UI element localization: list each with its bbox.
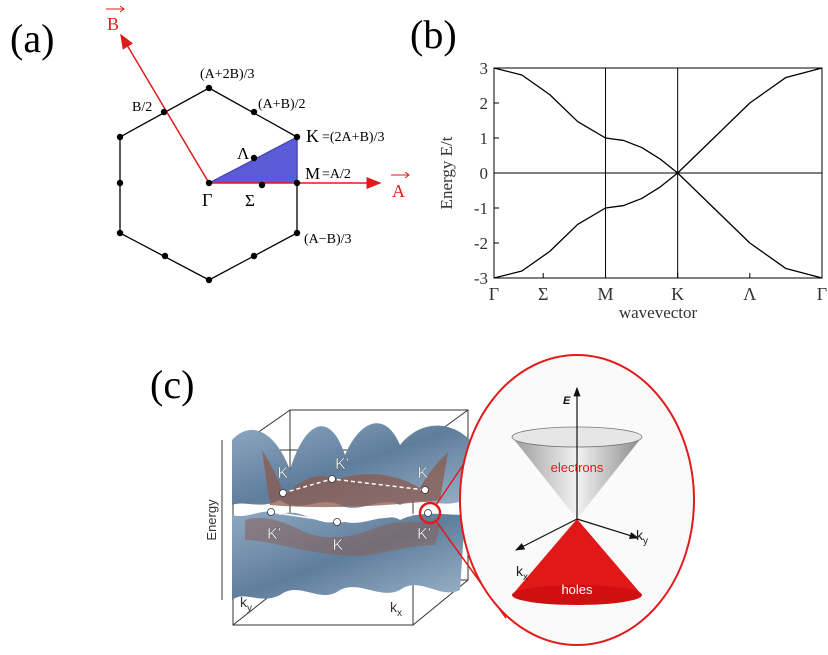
k-label: K: [278, 465, 289, 482]
axis-label: kx: [390, 599, 402, 619]
vector-label: A: [392, 181, 405, 201]
x-tick-label: Σ: [538, 284, 548, 304]
point-label: Λ: [237, 144, 250, 163]
vector-bar: [106, 6, 124, 12]
y-tick-label: 1: [480, 129, 489, 148]
x-axis-label: wavevector: [619, 303, 698, 322]
point-label: B/2: [132, 100, 152, 115]
panel-a: (a) B A B/2 (A+2B)/3 (A+B)/2 K =(2A+B)/3…: [10, 6, 409, 283]
k-label: K': [267, 526, 281, 543]
y-tick-label: 3: [480, 59, 489, 78]
axis-label: Energy: [204, 499, 219, 541]
y-tick-label: -1: [474, 199, 488, 218]
cone-label: holes: [561, 582, 593, 597]
band-line: [494, 68, 822, 173]
panel-c: (c) K K' K K' K K' Energy ky kx E electr…: [150, 355, 694, 645]
x-tick-label: K: [671, 284, 684, 304]
y-axis-label: Energy E/t: [437, 136, 456, 209]
point-label: Σ: [245, 191, 255, 210]
y-tick-label: 2: [480, 94, 489, 113]
vector-bar: [391, 172, 409, 178]
cone-label: electrons: [551, 460, 604, 475]
point-label: (A−B)/3: [304, 232, 352, 247]
panel-label: (c): [150, 362, 194, 407]
x-tick-label: Λ: [743, 284, 756, 304]
figure: (a) B A B/2 (A+2B)/3 (A+B)/2 K =(2A+B)/3…: [0, 0, 828, 655]
point-label: (A+B)/2: [258, 97, 306, 112]
y-tick-label: -2: [474, 234, 488, 253]
point-label: M: [305, 164, 320, 183]
y-tick-label: 0: [480, 164, 489, 183]
x-tick-label: Γ: [817, 284, 827, 304]
band-line: [494, 173, 822, 278]
y-tick-label: -3: [474, 269, 488, 288]
point-label: K: [306, 126, 319, 146]
k-label: K: [418, 465, 429, 482]
x-tick-label: Γ: [489, 284, 499, 304]
vector-label: B: [107, 14, 119, 34]
panel-label: (a): [10, 16, 54, 61]
k-label: K': [335, 456, 349, 473]
panel-label: (b): [410, 12, 457, 57]
point-label: (A+2B)/3: [200, 67, 255, 82]
point-label: =(2A+B)/3: [322, 130, 384, 145]
point-label: =A/2: [322, 167, 351, 182]
panel-b: (b) Energy E/t wavevector -3 -2 -1 0 1 2 3 Γ Σ M K…: [410, 12, 827, 322]
k-label: K: [333, 537, 344, 554]
point-label: Γ: [202, 190, 212, 210]
axis-label: E: [563, 395, 571, 407]
k-label: K': [417, 526, 431, 543]
x-tick-label: M: [598, 284, 614, 304]
